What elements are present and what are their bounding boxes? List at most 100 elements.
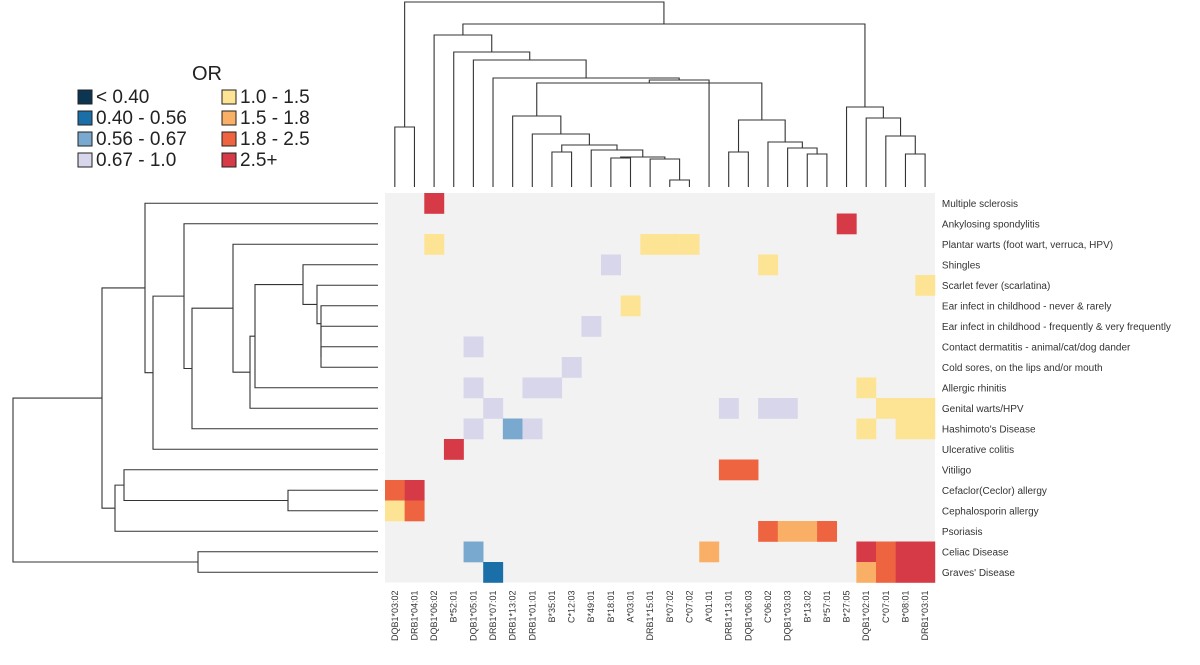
heatmap-cell bbox=[561, 357, 582, 378]
heatmap-cell bbox=[522, 418, 543, 440]
column-label: DQB1*02:01 bbox=[861, 591, 871, 642]
column-dendrogram bbox=[394, 1, 926, 187]
column-label: B*35:01 bbox=[547, 591, 557, 623]
row-label: Cephalosporin allergy bbox=[942, 506, 1039, 517]
heatmap-cell bbox=[385, 500, 405, 522]
heatmap-cell bbox=[895, 541, 916, 563]
left-dendrogram-branch bbox=[12, 397, 198, 563]
column-label: B*52:01 bbox=[449, 591, 459, 623]
heatmap-cell bbox=[699, 541, 720, 563]
top-dendrogram-branch bbox=[865, 117, 902, 187]
heatmap-cell bbox=[542, 377, 563, 399]
heatmap-cell bbox=[581, 316, 602, 337]
column-label: B*13:02 bbox=[802, 591, 812, 623]
legend-label: 1.5 - 1.8 bbox=[240, 108, 310, 129]
heatmap-cell bbox=[659, 234, 680, 255]
row-label: Vitiligo bbox=[942, 465, 972, 476]
heatmap-cell bbox=[718, 459, 739, 481]
heatmap-cell bbox=[895, 562, 916, 583]
column-label: DQB1*03:02 bbox=[390, 591, 400, 642]
row-label: Cefaclor(Ceclor) allergy bbox=[942, 486, 1047, 497]
top-dendrogram-branch bbox=[728, 151, 749, 187]
row-label: Celiac Disease bbox=[942, 547, 1009, 558]
column-label: B*27:05 bbox=[842, 591, 852, 623]
top-dendrogram-branch bbox=[669, 179, 690, 187]
heatmap-cell bbox=[640, 234, 661, 255]
column-label: C*12:03 bbox=[567, 591, 577, 624]
heatmap-cell bbox=[718, 398, 739, 419]
legend-swatch bbox=[77, 110, 93, 126]
column-label: DQB1*05:01 bbox=[468, 591, 478, 642]
heatmap-cell bbox=[443, 439, 464, 460]
legend-title: OR bbox=[192, 63, 222, 85]
legend: OR < 0.400.40 - 0.560.56 - 0.670.67 - 1.… bbox=[77, 63, 310, 171]
legend-swatch bbox=[77, 89, 93, 105]
row-label: Hashimoto's Disease bbox=[942, 424, 1036, 435]
legend-label: 1.0 - 1.5 bbox=[240, 87, 310, 108]
column-label: B*07:02 bbox=[665, 591, 675, 623]
column-label: DRB1*13:02 bbox=[508, 591, 518, 641]
heatmap-cell bbox=[463, 541, 484, 563]
heatmap-cell bbox=[856, 377, 877, 399]
left-dendrogram-branch bbox=[114, 484, 378, 532]
left-dendrogram-branch bbox=[316, 284, 378, 325]
top-dendrogram-branch bbox=[462, 23, 866, 107]
top-dendrogram-branch bbox=[433, 34, 493, 187]
legend-swatch bbox=[221, 152, 237, 168]
column-label: DRB1*13:01 bbox=[724, 591, 734, 641]
heatmap-cell bbox=[738, 459, 759, 481]
heatmap-grid bbox=[385, 193, 936, 583]
heatmap-cell bbox=[915, 275, 936, 296]
top-dendrogram-branch bbox=[404, 1, 665, 127]
column-labels: DQB1*03:02 DRB1*04:01 DQB1*06:02 B*52:01 DQB… bbox=[390, 591, 930, 642]
top-dendrogram-branch bbox=[590, 149, 644, 187]
row-label: Contact dermatitis - animal/cat/dog dand… bbox=[942, 342, 1131, 353]
top-dendrogram-branch bbox=[492, 77, 680, 187]
legend-label: 1.8 - 2.5 bbox=[240, 129, 310, 150]
column-label: C*06:02 bbox=[763, 591, 773, 624]
heatmap-cell bbox=[758, 398, 779, 419]
heatmap-cell bbox=[404, 500, 425, 522]
column-label: B*57:01 bbox=[822, 591, 832, 623]
heatmap-cell bbox=[463, 377, 484, 399]
legend-label: 0.67 - 1.0 bbox=[96, 150, 176, 171]
column-label: DRB1*01:01 bbox=[527, 591, 537, 641]
row-label: Cold sores, on the lips and/or mouth bbox=[942, 363, 1103, 374]
column-label: C*07:01 bbox=[881, 591, 891, 624]
row-label: Ankylosing spondylitis bbox=[942, 219, 1040, 230]
heatmap-cell bbox=[876, 562, 896, 583]
top-dendrogram-branch bbox=[737, 119, 786, 152]
row-dendrogram bbox=[12, 202, 378, 573]
heatmap-cell bbox=[876, 541, 896, 563]
row-label: Psoriasis bbox=[942, 527, 983, 538]
top-dendrogram-branch bbox=[561, 144, 618, 152]
top-dendrogram-branch bbox=[806, 153, 828, 187]
heatmap-cell bbox=[385, 480, 405, 501]
heatmap-cell bbox=[777, 398, 798, 419]
top-dendrogram-branch bbox=[649, 158, 681, 187]
row-label: Ear infect in childhood - frequently & v… bbox=[942, 322, 1171, 333]
top-dendrogram-branch bbox=[453, 51, 531, 187]
heatmap-cell bbox=[601, 254, 621, 276]
left-dendrogram-branch bbox=[197, 551, 378, 573]
top-dendrogram-branch bbox=[610, 157, 632, 187]
row-labels: Multiple sclerosis Ankylosing spondylitis… bbox=[942, 199, 1171, 579]
left-dendrogram-branch bbox=[320, 325, 378, 357]
legend-swatch bbox=[77, 131, 93, 147]
heatmap-cell bbox=[620, 295, 641, 317]
column-label: B*08:01 bbox=[901, 591, 911, 623]
column-label: B*49:01 bbox=[586, 591, 596, 623]
heatmap-cell bbox=[483, 398, 504, 419]
top-dendrogram-branch bbox=[845, 106, 884, 187]
heatmap-cell bbox=[424, 193, 445, 214]
top-dendrogram-branch bbox=[904, 153, 926, 187]
left-dendrogram-branch bbox=[287, 489, 378, 512]
left-dendrogram-branch bbox=[302, 264, 378, 306]
left-dendrogram-branch bbox=[320, 305, 378, 342]
row-label: Multiple sclerosis bbox=[942, 199, 1018, 210]
row-label: Graves' Disease bbox=[942, 568, 1015, 579]
column-label: DRB1*07:01 bbox=[488, 591, 498, 641]
top-dendrogram-branch bbox=[531, 133, 590, 187]
heatmap-cell bbox=[522, 377, 543, 399]
